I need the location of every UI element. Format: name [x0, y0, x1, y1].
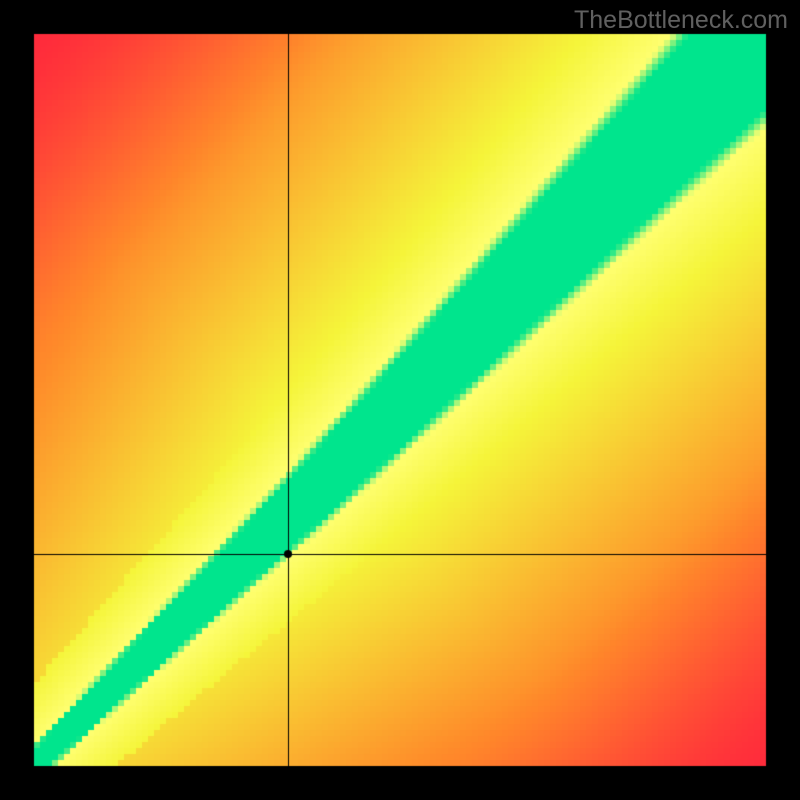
- bottleneck-heatmap-chart: TheBottleneck.com: [0, 0, 800, 800]
- heatmap-canvas: [0, 0, 800, 800]
- watermark-text: TheBottleneck.com: [574, 6, 788, 35]
